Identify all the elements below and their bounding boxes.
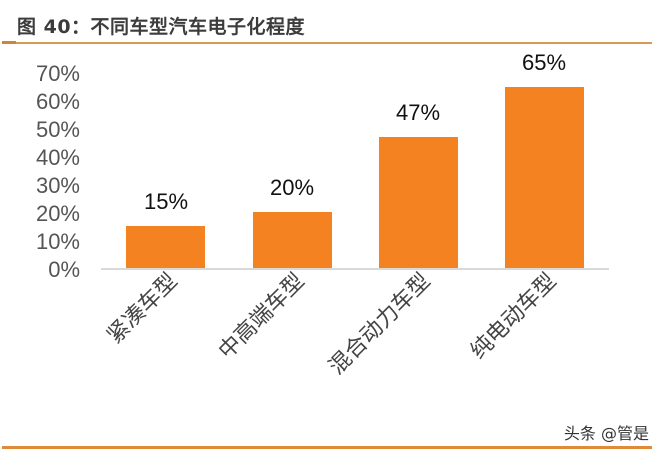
bar-hybrid bbox=[379, 137, 458, 268]
x-tick-label: 混合动力车型 bbox=[324, 268, 436, 380]
y-tick-label: 50% bbox=[35, 117, 80, 142]
bar-value-label: 15% bbox=[143, 189, 189, 214]
bar-value-label: 20% bbox=[269, 175, 315, 200]
bar-compact bbox=[126, 226, 205, 268]
footer-divider bbox=[2, 446, 652, 449]
y-tick-label: 0% bbox=[48, 257, 80, 282]
y-tick-label: 10% bbox=[35, 229, 80, 254]
y-tick-label: 70% bbox=[35, 61, 80, 86]
header-divider bbox=[2, 41, 652, 44]
bar-ev bbox=[505, 87, 584, 268]
bar-value-label: 65% bbox=[521, 50, 567, 75]
watermark: 头条 @管是 bbox=[563, 424, 649, 443]
x-axis-line bbox=[101, 268, 609, 270]
y-tick-label: 30% bbox=[35, 173, 80, 198]
header-divider-accent bbox=[2, 41, 16, 44]
bar-mid-high bbox=[253, 212, 332, 268]
bar-value-label: 47% bbox=[395, 100, 441, 125]
y-tick-label: 60% bbox=[35, 89, 80, 114]
y-tick-label: 20% bbox=[35, 201, 80, 226]
x-tick-label: 中高端车型 bbox=[214, 268, 310, 365]
y-tick-label: 40% bbox=[35, 145, 80, 170]
x-tick-label: 纯电动车型 bbox=[466, 268, 562, 365]
x-tick-label: 紧凑车型 bbox=[102, 268, 183, 349]
chart-title: 图 40：不同车型汽车电子化程度 bbox=[17, 16, 306, 38]
